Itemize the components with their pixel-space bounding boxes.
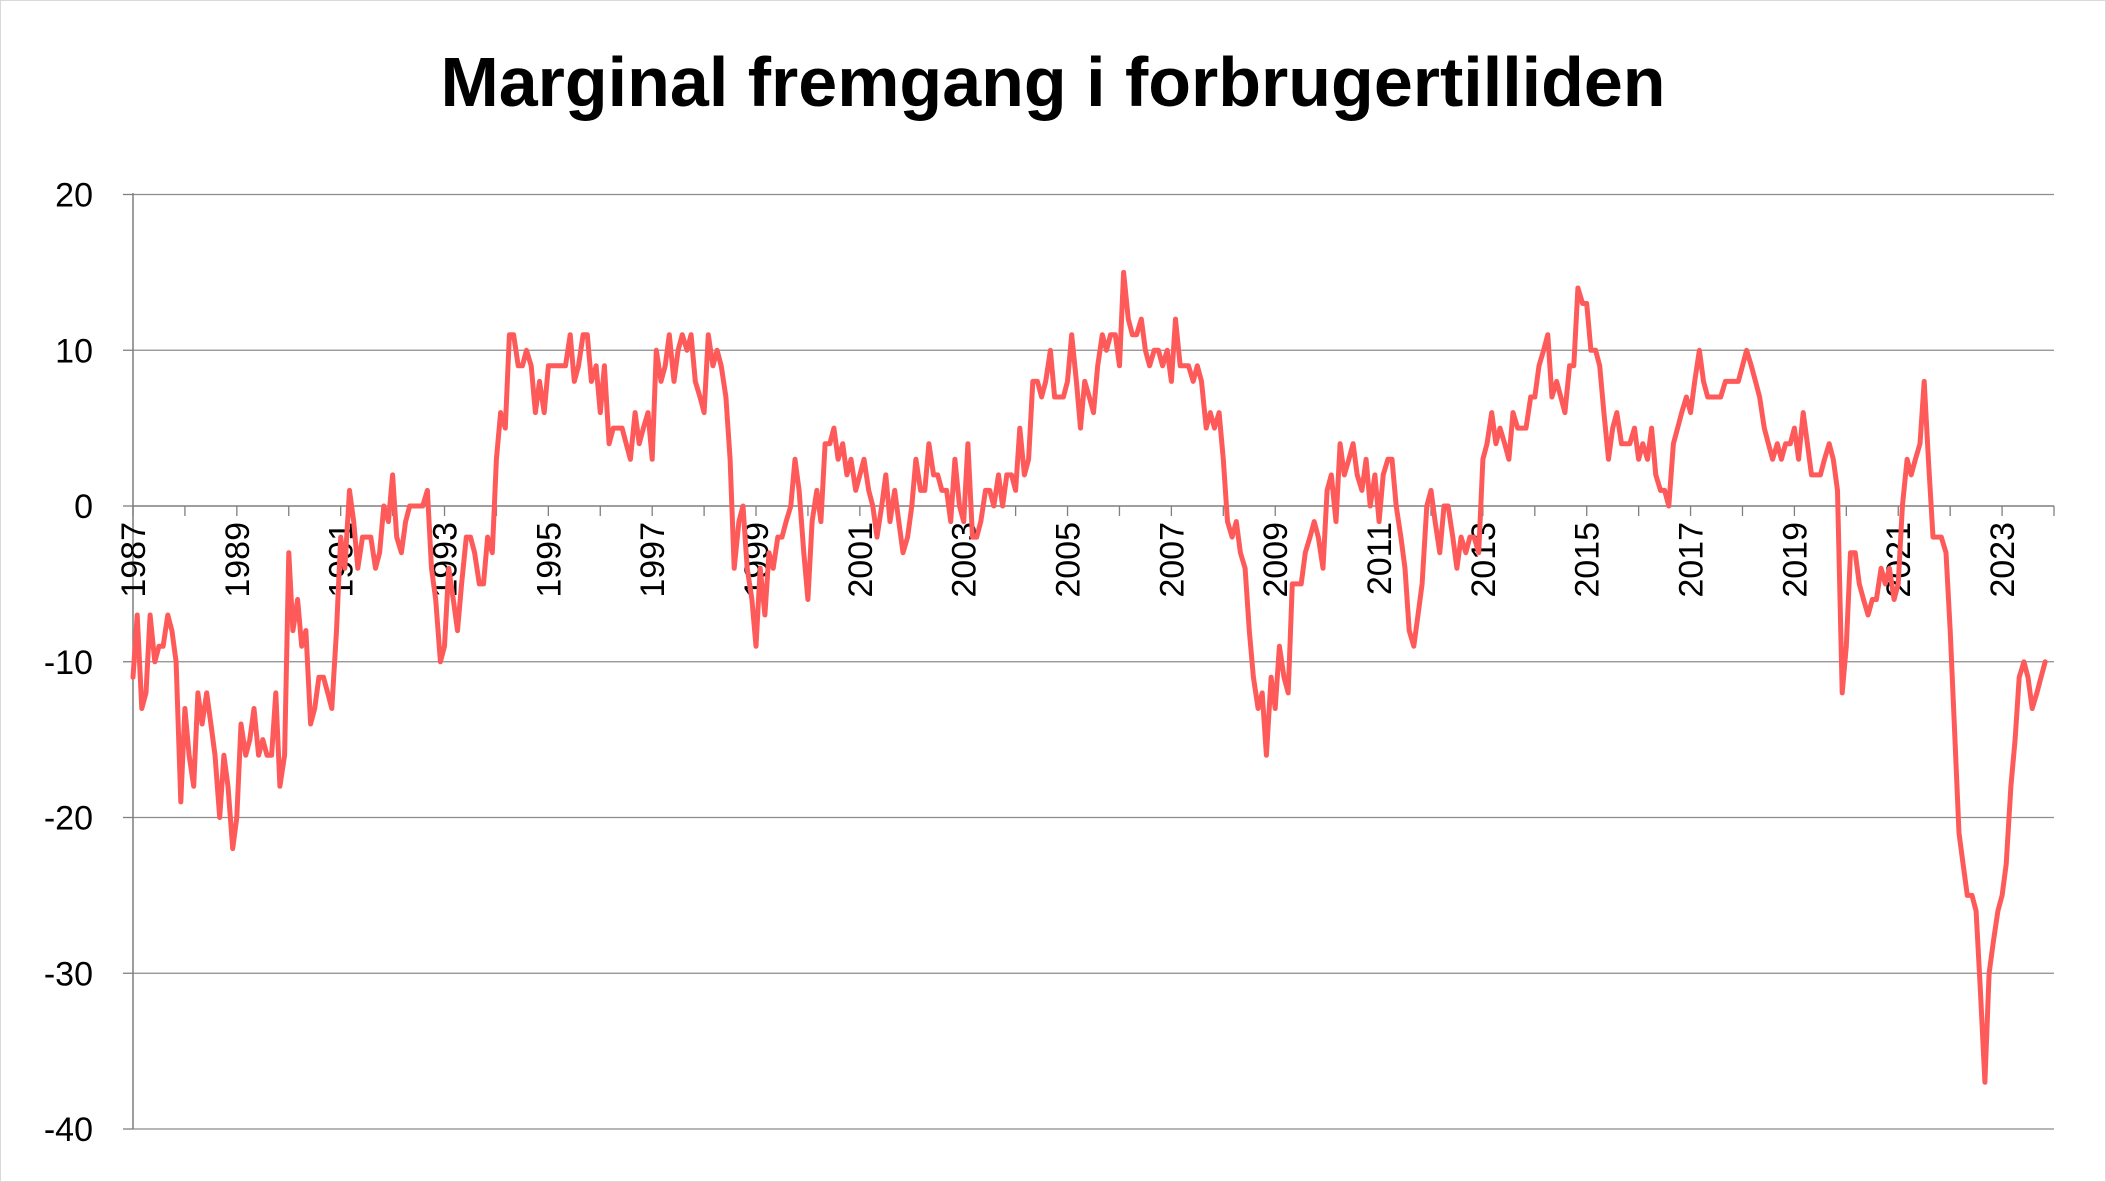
y-tick-label: -40 bbox=[44, 1111, 93, 1149]
y-tick-label: 10 bbox=[55, 332, 93, 370]
x-tick-label: 2007 bbox=[1153, 522, 1191, 598]
x-tick-label: 1995 bbox=[530, 522, 568, 598]
x-tick-label: 2009 bbox=[1257, 522, 1295, 598]
series-group bbox=[130, 269, 2048, 1085]
x-tick-label: 2019 bbox=[1776, 522, 1814, 598]
gridlines bbox=[133, 193, 2054, 1130]
y-axis: 20 10 0 -10 -20 -30 -40 bbox=[44, 177, 134, 1149]
x-tick-label: 1987 bbox=[115, 522, 153, 598]
y-tick-label: 0 bbox=[74, 488, 93, 526]
x-tick-label: 2015 bbox=[1569, 522, 1607, 598]
y-tick-label: 20 bbox=[55, 177, 93, 215]
y-tick-label: -30 bbox=[44, 955, 93, 993]
series-line bbox=[130, 269, 2048, 1085]
y-tick-label: -20 bbox=[44, 800, 93, 838]
x-tick-label: 2017 bbox=[1673, 522, 1711, 598]
x-tick-label: 2011 bbox=[1361, 522, 1399, 595]
x-tick-label: 2013 bbox=[1465, 522, 1503, 598]
x-tick-label: 1989 bbox=[219, 522, 257, 598]
x-tick-label: 2001 bbox=[842, 522, 880, 598]
y-tick-label: -10 bbox=[44, 644, 93, 682]
x-tick-label: 2005 bbox=[1050, 522, 1088, 598]
x-tick-label: 1997 bbox=[634, 522, 672, 598]
chart-title: Marginal fremgang i forbrugertilliden bbox=[440, 43, 1666, 121]
x-tick-label: 2023 bbox=[1984, 522, 2022, 598]
